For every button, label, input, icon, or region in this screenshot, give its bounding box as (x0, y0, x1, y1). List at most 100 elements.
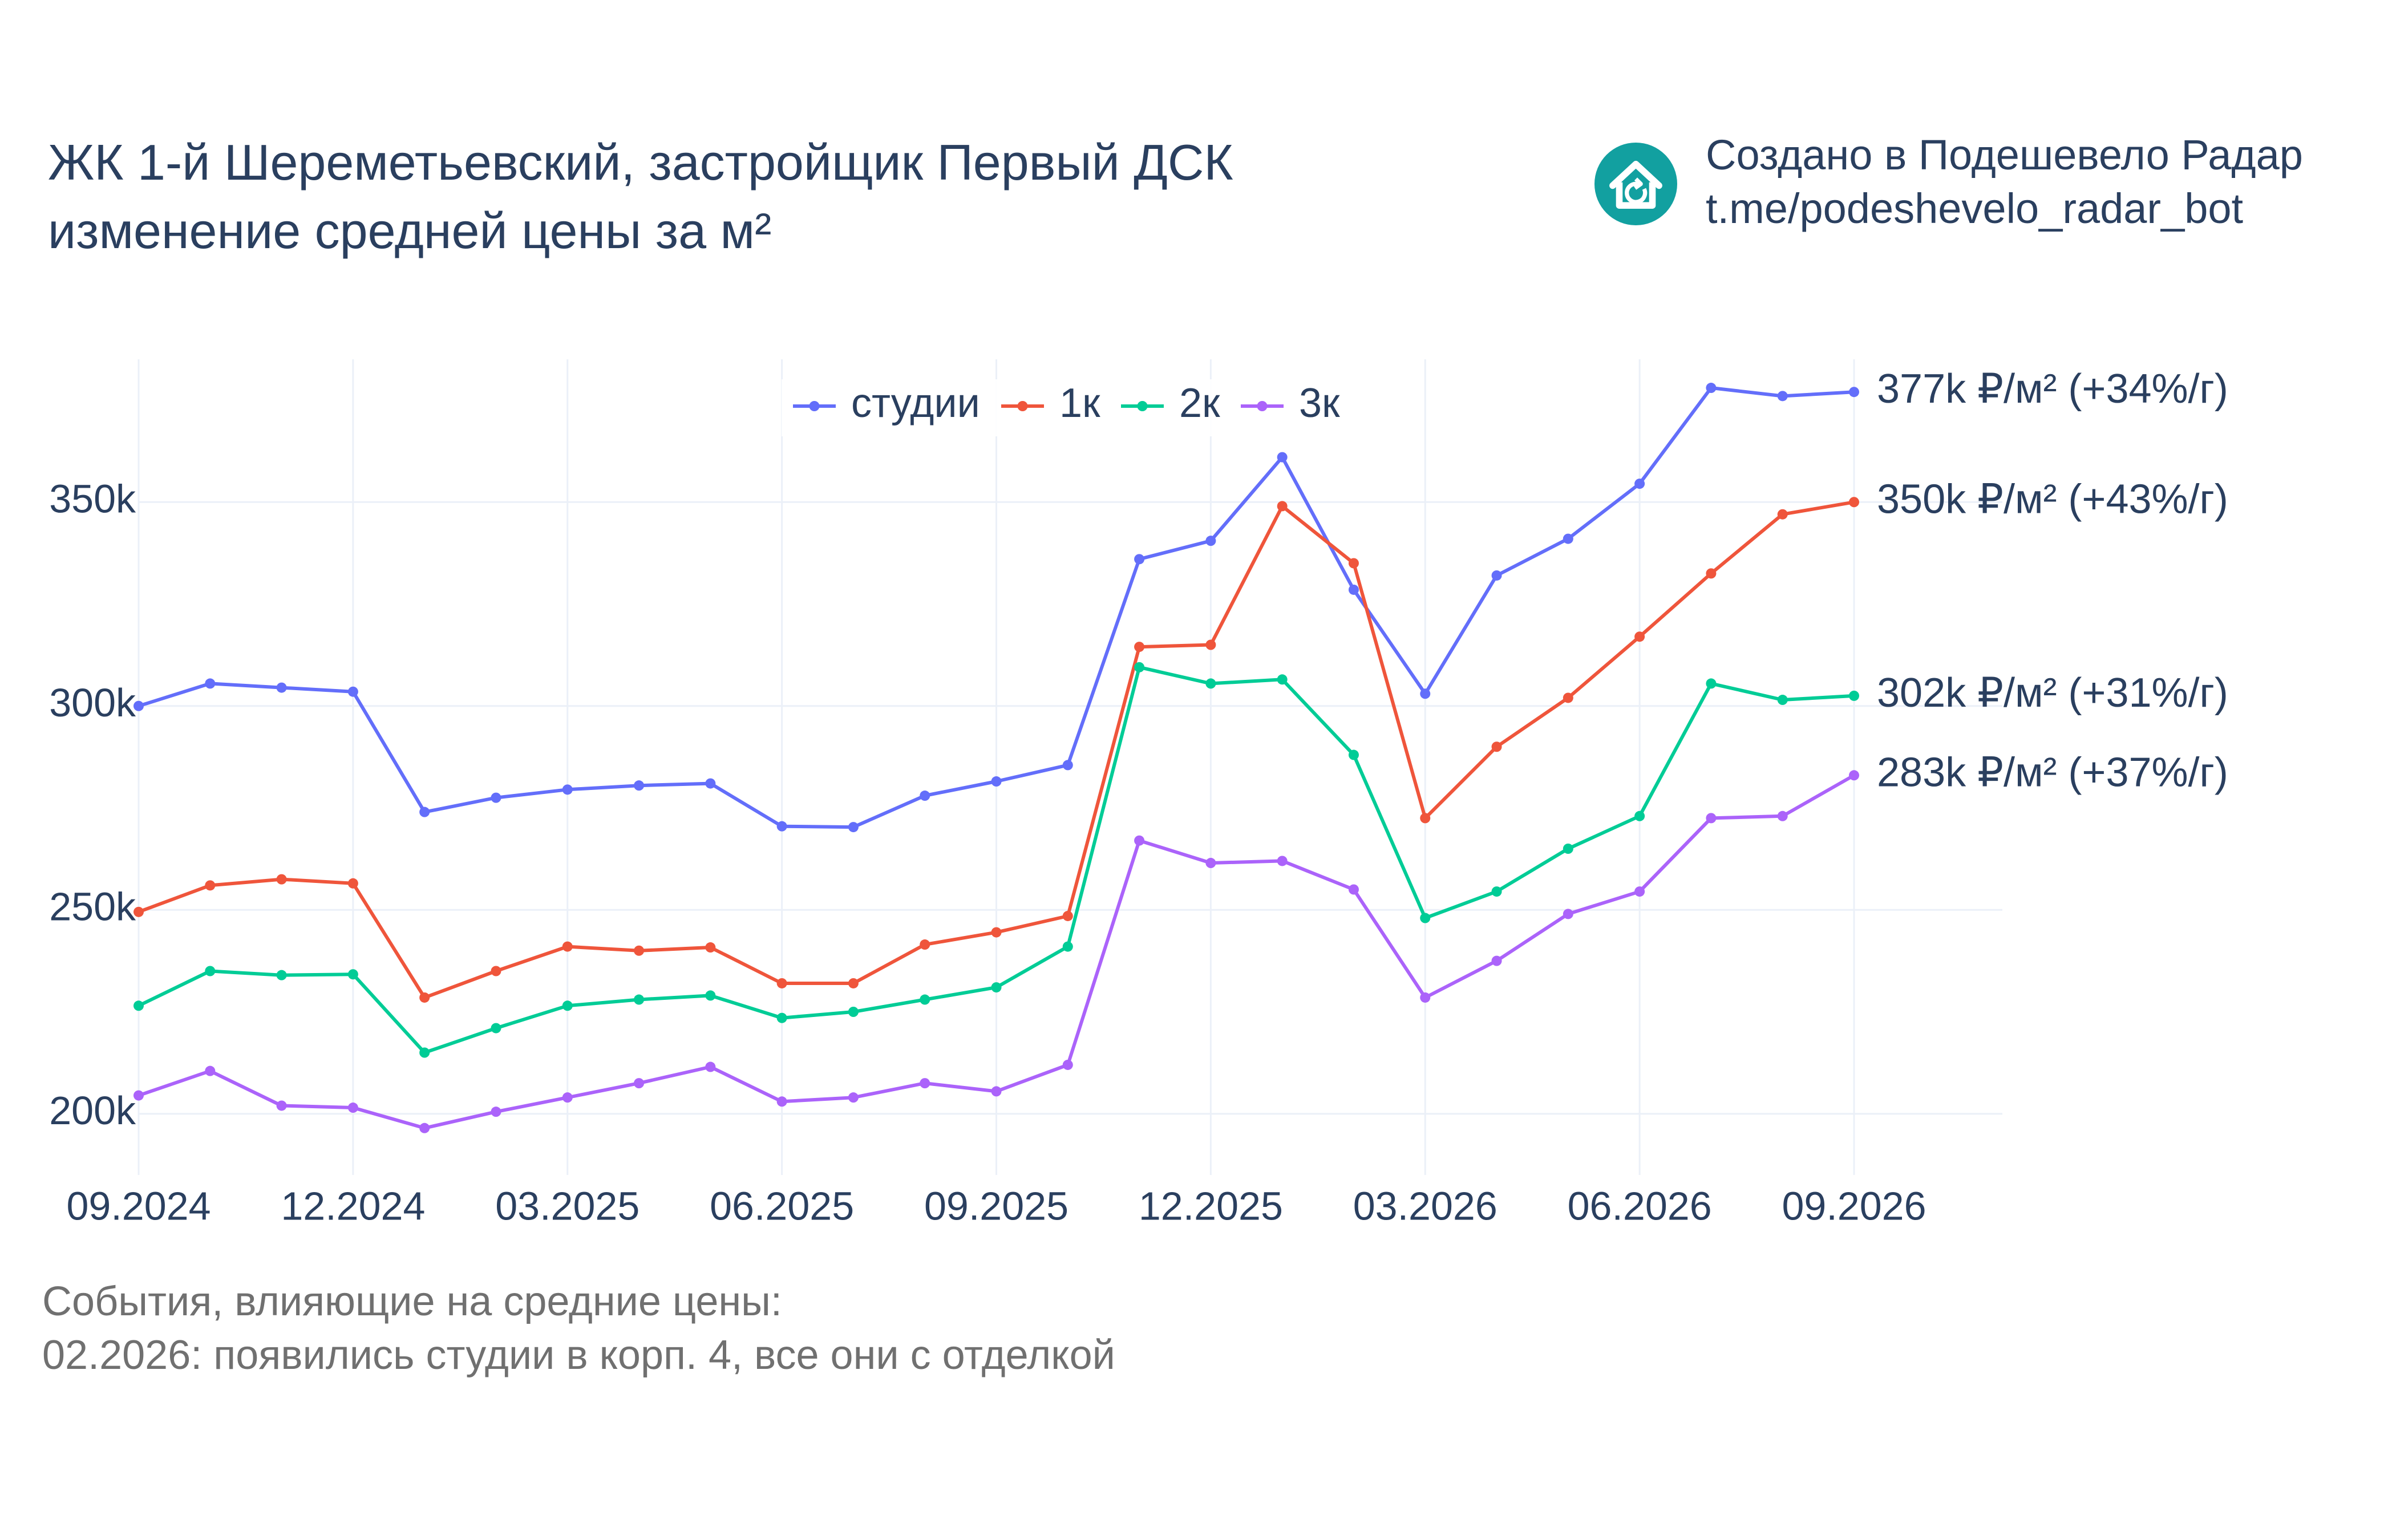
data-point[interactable] (1348, 749, 1359, 760)
legend[interactable]: студии 1к 2к 3к (782, 379, 1358, 436)
data-point[interactable] (1634, 631, 1645, 642)
data-point[interactable] (1062, 941, 1073, 952)
data-point[interactable] (1706, 813, 1717, 824)
data-point[interactable] (705, 778, 716, 789)
data-point[interactable] (347, 969, 358, 980)
data-point[interactable] (1134, 642, 1145, 653)
data-point[interactable] (562, 1000, 573, 1011)
data-point[interactable] (419, 807, 430, 817)
data-point[interactable] (1348, 584, 1359, 595)
legend-item-3[interactable]: 3к (1241, 380, 1340, 426)
data-point[interactable] (1062, 1059, 1073, 1070)
credit-link[interactable]: t.me/podeshevelo_radar_bot (1706, 185, 2244, 232)
data-point[interactable] (205, 678, 216, 689)
data-point[interactable] (491, 966, 501, 976)
data-point[interactable] (276, 874, 287, 885)
data-point[interactable] (1491, 741, 1502, 752)
data-point[interactable] (1777, 509, 1788, 520)
data-point[interactable] (562, 784, 573, 795)
data-point[interactable] (1277, 856, 1288, 866)
data-point[interactable] (991, 776, 1002, 787)
data-point[interactable] (1134, 662, 1145, 672)
data-point[interactable] (634, 994, 645, 1005)
legend-item-2[interactable]: 2к (1121, 380, 1220, 426)
data-point[interactable] (419, 1047, 430, 1058)
data-point[interactable] (1205, 536, 1216, 546)
data-point[interactable] (1062, 910, 1073, 921)
data-point[interactable] (1277, 674, 1288, 685)
data-point[interactable] (705, 990, 716, 1001)
data-point[interactable] (133, 1000, 144, 1011)
data-point[interactable] (1706, 568, 1717, 579)
data-point[interactable] (205, 880, 216, 891)
data-point[interactable] (133, 700, 144, 711)
data-point[interactable] (419, 992, 430, 1003)
data-point[interactable] (991, 927, 1002, 938)
data-point[interactable] (1849, 770, 1859, 781)
data-point[interactable] (347, 1103, 358, 1113)
data-point[interactable] (1563, 533, 1573, 544)
data-point[interactable] (419, 1122, 430, 1133)
data-point[interactable] (1634, 479, 1645, 489)
data-point[interactable] (1205, 639, 1216, 650)
data-point[interactable] (1777, 391, 1788, 402)
data-point[interactable] (1420, 992, 1431, 1003)
data-point[interactable] (920, 1078, 930, 1089)
data-point[interactable] (776, 821, 787, 832)
data-point[interactable] (1849, 690, 1859, 701)
data-point[interactable] (776, 1012, 787, 1023)
data-point[interactable] (776, 1096, 787, 1107)
data-point[interactable] (491, 1023, 501, 1034)
data-point[interactable] (634, 945, 645, 956)
data-point[interactable] (848, 822, 859, 833)
data-point[interactable] (1634, 886, 1645, 897)
data-point[interactable] (1563, 909, 1573, 919)
data-point[interactable] (1348, 558, 1359, 569)
data-point[interactable] (1277, 452, 1288, 463)
data-point[interactable] (347, 878, 358, 889)
data-point[interactable] (1491, 886, 1502, 897)
data-point[interactable] (1563, 844, 1573, 854)
data-point[interactable] (1634, 810, 1645, 821)
data-point[interactable] (1777, 695, 1788, 706)
data-point[interactable] (562, 941, 573, 952)
data-point[interactable] (920, 994, 930, 1005)
data-point[interactable] (276, 1100, 287, 1111)
data-point[interactable] (1706, 383, 1717, 394)
data-point[interactable] (562, 1092, 573, 1103)
data-point[interactable] (1205, 858, 1216, 869)
data-point[interactable] (848, 1007, 859, 1017)
data-point[interactable] (491, 792, 501, 803)
data-point[interactable] (776, 978, 787, 988)
data-point[interactable] (1205, 678, 1216, 689)
data-point[interactable] (133, 1090, 144, 1101)
data-point[interactable] (1563, 692, 1573, 703)
legend-item-1[interactable]: 1к (1001, 380, 1100, 426)
data-point[interactable] (920, 791, 930, 801)
data-point[interactable] (1348, 884, 1359, 895)
data-point[interactable] (205, 1065, 216, 1076)
data-point[interactable] (634, 1078, 645, 1089)
data-point[interactable] (920, 939, 930, 950)
data-point[interactable] (1134, 835, 1145, 846)
data-point[interactable] (276, 682, 287, 693)
data-point[interactable] (991, 982, 1002, 993)
data-point[interactable] (1849, 387, 1859, 398)
data-point[interactable] (848, 1092, 859, 1103)
data-point[interactable] (1420, 913, 1431, 923)
data-point[interactable] (1849, 497, 1859, 508)
data-point[interactable] (1062, 760, 1073, 771)
data-point[interactable] (1277, 501, 1288, 512)
data-point[interactable] (705, 1061, 716, 1072)
data-point[interactable] (1706, 678, 1717, 689)
data-point[interactable] (1777, 810, 1788, 821)
data-point[interactable] (634, 780, 645, 791)
data-point[interactable] (276, 970, 287, 980)
data-point[interactable] (347, 686, 358, 697)
data-point[interactable] (1134, 554, 1145, 565)
data-point[interactable] (1420, 813, 1431, 824)
data-point[interactable] (705, 942, 716, 953)
data-point[interactable] (491, 1107, 501, 1117)
data-point[interactable] (133, 906, 144, 917)
data-point[interactable] (1491, 955, 1502, 966)
